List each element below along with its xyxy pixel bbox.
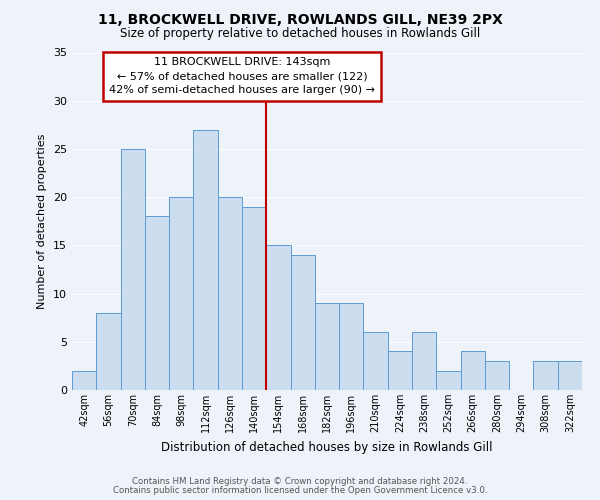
Bar: [218, 197, 242, 390]
Bar: [558, 361, 582, 390]
X-axis label: Distribution of detached houses by size in Rowlands Gill: Distribution of detached houses by size …: [161, 440, 493, 454]
Bar: [242, 207, 266, 390]
Y-axis label: Number of detached properties: Number of detached properties: [37, 134, 47, 309]
Bar: [485, 361, 509, 390]
Bar: [364, 332, 388, 390]
Text: 11, BROCKWELL DRIVE, ROWLANDS GILL, NE39 2PX: 11, BROCKWELL DRIVE, ROWLANDS GILL, NE39…: [98, 12, 502, 26]
Bar: [461, 352, 485, 390]
Bar: [145, 216, 169, 390]
Bar: [533, 361, 558, 390]
Text: 11 BROCKWELL DRIVE: 143sqm
← 57% of detached houses are smaller (122)
42% of sem: 11 BROCKWELL DRIVE: 143sqm ← 57% of deta…: [109, 58, 375, 96]
Bar: [72, 370, 96, 390]
Bar: [339, 303, 364, 390]
Text: Contains HM Land Registry data © Crown copyright and database right 2024.: Contains HM Land Registry data © Crown c…: [132, 477, 468, 486]
Bar: [436, 370, 461, 390]
Bar: [121, 149, 145, 390]
Bar: [169, 197, 193, 390]
Text: Contains public sector information licensed under the Open Government Licence v3: Contains public sector information licen…: [113, 486, 487, 495]
Bar: [290, 255, 315, 390]
Bar: [96, 313, 121, 390]
Bar: [193, 130, 218, 390]
Bar: [266, 246, 290, 390]
Bar: [315, 303, 339, 390]
Bar: [412, 332, 436, 390]
Text: Size of property relative to detached houses in Rowlands Gill: Size of property relative to detached ho…: [120, 28, 480, 40]
Bar: [388, 352, 412, 390]
